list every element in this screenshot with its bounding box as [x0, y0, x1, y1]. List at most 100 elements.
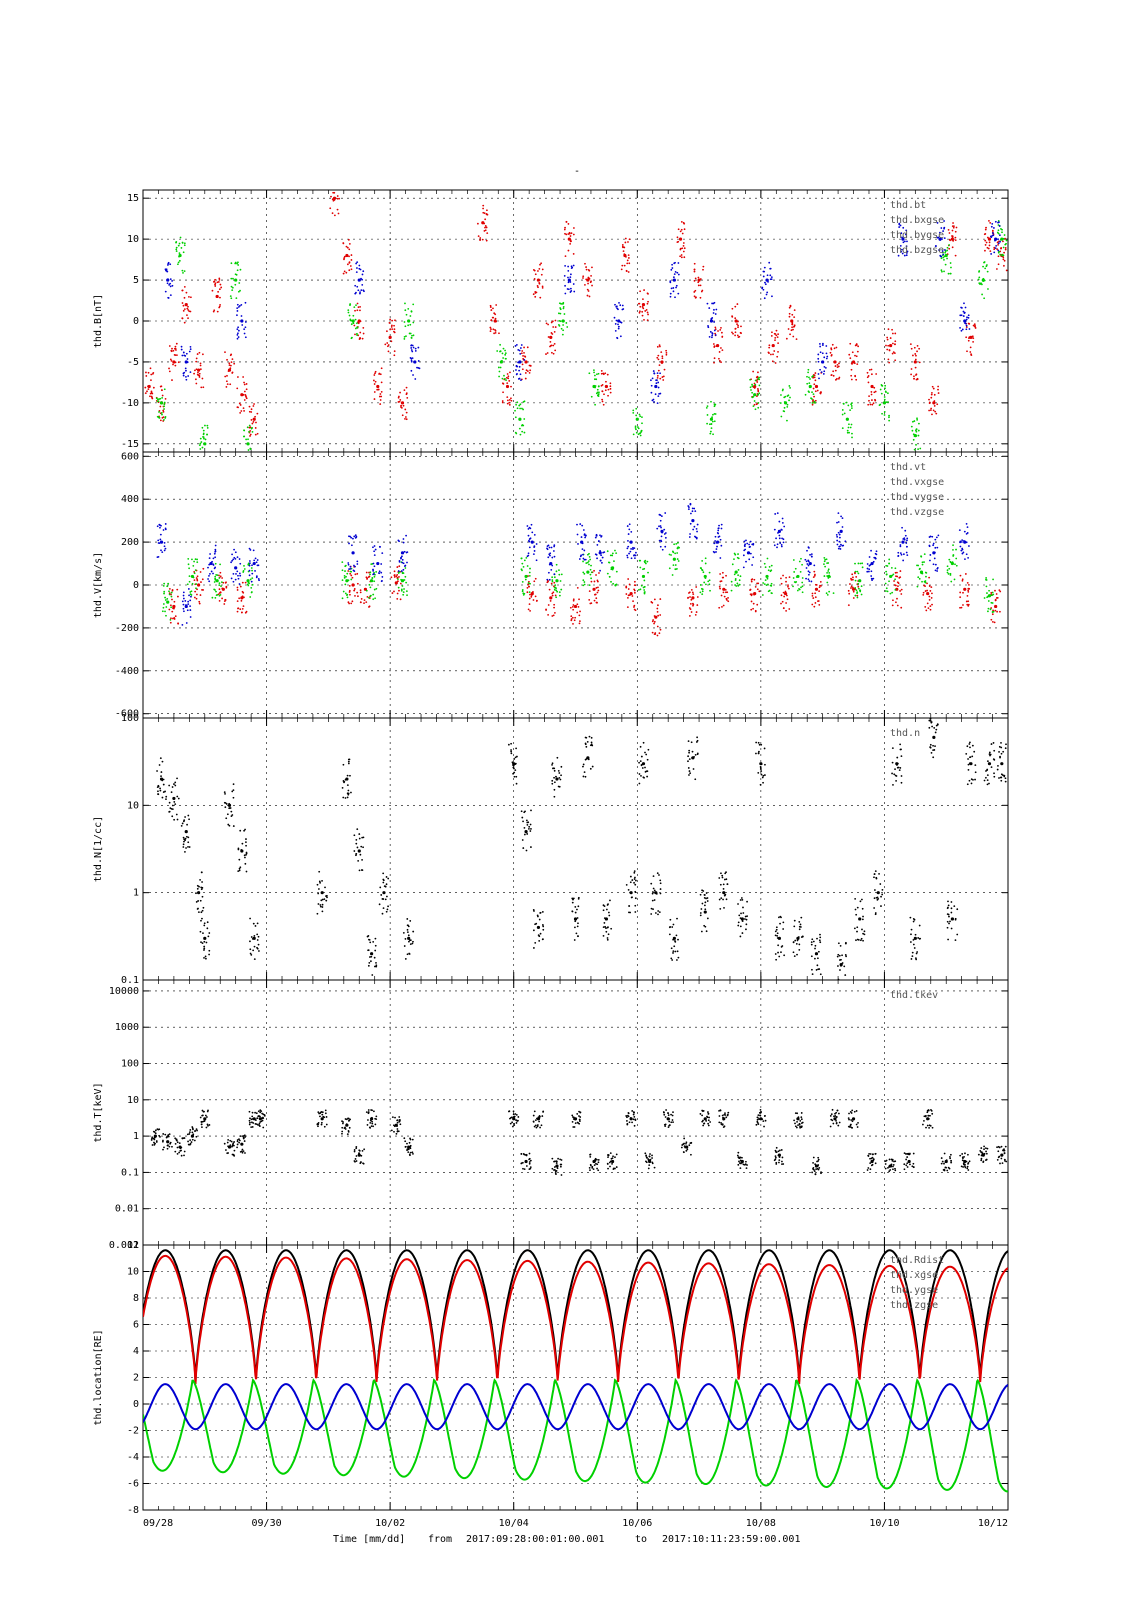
data-point: [584, 558, 587, 561]
data-point: [783, 954, 786, 957]
data-point: [236, 328, 239, 331]
data-point: [325, 894, 328, 897]
data-point: [233, 362, 236, 365]
data-point: [499, 343, 502, 346]
data-point: [787, 585, 789, 588]
data-point: [761, 776, 764, 779]
data-point: [189, 605, 192, 608]
data-point: [827, 577, 830, 579]
data-point: [757, 389, 760, 392]
data-point: [393, 576, 396, 578]
data-point: [948, 567, 951, 570]
data-point: [169, 285, 172, 288]
data-point: [723, 595, 726, 598]
data-point: [798, 921, 801, 923]
data-point: [961, 579, 964, 582]
data-point: [715, 541, 718, 544]
data-point: [170, 591, 173, 594]
data-point: [634, 425, 637, 428]
data-point: [569, 273, 572, 276]
data-point: [614, 303, 616, 306]
data-point: [946, 569, 949, 572]
data-point: [697, 278, 701, 282]
data-point: [886, 590, 889, 593]
data-point: [518, 404, 521, 407]
data-point: [508, 379, 511, 382]
data-point: [236, 303, 239, 306]
data-point: [199, 368, 202, 371]
data-point: [404, 325, 407, 328]
data-point: [892, 599, 894, 602]
data-point: [182, 607, 185, 610]
data-point: [965, 532, 968, 535]
data-point: [764, 281, 766, 284]
data-point: [529, 369, 532, 372]
data-point: [767, 280, 769, 283]
data-point: [200, 911, 203, 914]
data-point: [376, 388, 379, 391]
data-point: [241, 324, 244, 326]
data-point: [840, 543, 842, 546]
data-point: [825, 592, 828, 595]
data-point: [373, 580, 376, 583]
data-point: [527, 528, 530, 530]
data-point: [195, 583, 198, 585]
data-point: [583, 572, 586, 575]
data-point: [763, 562, 766, 565]
data-point: [886, 348, 889, 351]
data-point: [507, 375, 510, 378]
data-point: [196, 373, 199, 376]
data-point: [901, 248, 903, 251]
data-point: [162, 606, 165, 609]
data-point: [768, 346, 771, 349]
data-point: [597, 589, 600, 592]
data-point: [999, 590, 1002, 593]
data-point: [230, 353, 233, 356]
data-point: [172, 360, 176, 364]
data-point: [189, 345, 192, 348]
data-point: [832, 592, 835, 595]
data-point: [596, 388, 599, 391]
data-point: [573, 290, 576, 293]
data-point: [866, 376, 869, 379]
data-point: [215, 294, 219, 299]
data-point: [195, 587, 197, 590]
data-point: [756, 387, 759, 390]
data-point: [562, 305, 565, 308]
data-point: [230, 297, 233, 300]
data-point: [954, 254, 957, 257]
data-point: [968, 743, 971, 745]
data-point: [379, 373, 382, 376]
data-point: [414, 350, 417, 352]
data-point: [959, 591, 962, 594]
data-point: [941, 270, 943, 273]
data-point: [236, 570, 239, 573]
data-point: [585, 562, 588, 564]
data-point: [742, 566, 745, 569]
data-point: [899, 590, 902, 592]
data-point: [680, 256, 683, 259]
data-point: [238, 597, 241, 600]
data-point: [891, 352, 894, 355]
data-point: [967, 600, 970, 603]
data-point: [714, 540, 717, 542]
data-point: [577, 605, 580, 608]
data-point: [905, 254, 908, 257]
data-point: [663, 528, 666, 531]
data-point: [653, 598, 656, 601]
data-point: [359, 331, 362, 334]
data-point: [389, 318, 392, 321]
data-point: [218, 582, 221, 584]
data-point: [699, 296, 702, 299]
data-point: [792, 559, 795, 561]
data-point: [639, 559, 642, 562]
data-point: [661, 357, 664, 360]
data-point: [965, 523, 968, 525]
data-point: [188, 580, 191, 583]
data-point: [187, 603, 190, 606]
data-point: [837, 512, 840, 515]
data-point: [800, 586, 802, 589]
data-point: [601, 398, 604, 401]
data-point: [376, 561, 380, 566]
data-point: [1005, 269, 1008, 272]
